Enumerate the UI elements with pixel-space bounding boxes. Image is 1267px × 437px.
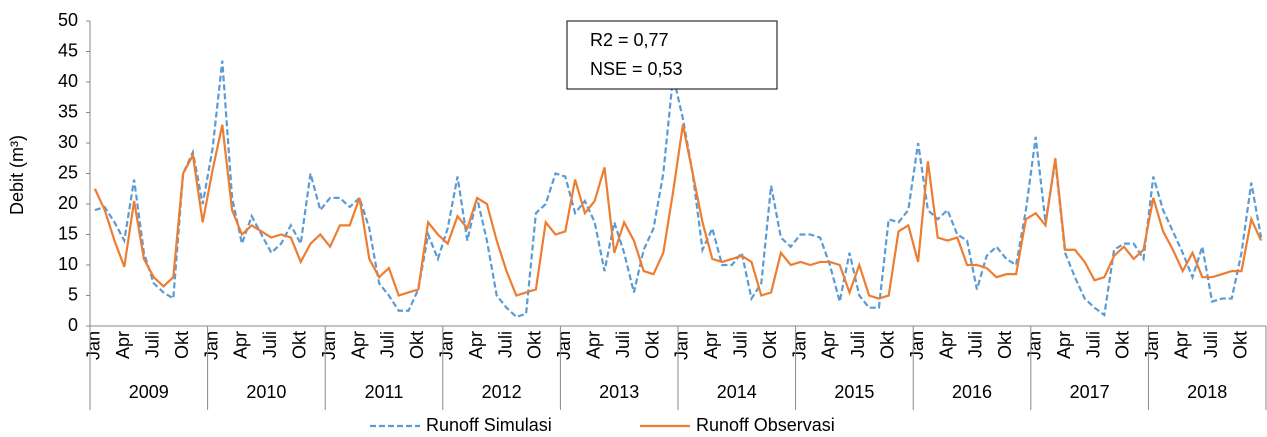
- x-tick-label: Okt: [407, 331, 427, 359]
- legend-label: Runoff Simulasi: [426, 415, 552, 435]
- annotation: NSE = 0,53: [590, 59, 683, 79]
- x-tick-label: Okt: [642, 331, 662, 359]
- x-tick-label: Juli: [730, 331, 750, 358]
- x-tick-label: Apr: [231, 331, 251, 359]
- legend-label: Runoff Observasi: [696, 415, 835, 435]
- x-tick-label: Okt: [1230, 331, 1250, 359]
- y-tick-label: 20: [58, 193, 78, 213]
- x-tick-label: Apr: [936, 331, 956, 359]
- x-tick-label: Apr: [1171, 331, 1191, 359]
- x-tick-label: Jan: [907, 331, 927, 360]
- group-label: 2018: [1187, 382, 1227, 402]
- x-tick-label: Jan: [201, 331, 221, 360]
- x-tick-label: Jan: [84, 331, 104, 360]
- group-label: 2010: [246, 382, 286, 402]
- x-tick-label: Jan: [672, 331, 692, 360]
- x-tick-label: Juli: [613, 331, 633, 358]
- x-tick-label: Apr: [1054, 331, 1074, 359]
- x-tick-label: Jan: [1024, 331, 1044, 360]
- x-tick-label: Apr: [583, 331, 603, 359]
- y-tick-label: 45: [58, 40, 78, 60]
- x-tick-label: Apr: [701, 331, 721, 359]
- y-tick-label: 30: [58, 132, 78, 152]
- group-label: 2012: [482, 382, 522, 402]
- x-tick-label: Jan: [319, 331, 339, 360]
- group-label: 2014: [717, 382, 757, 402]
- x-tick-label: Apr: [113, 331, 133, 359]
- series-line: [94, 60, 1263, 319]
- group-label: 2016: [952, 382, 992, 402]
- x-tick-label: Juli: [1083, 331, 1103, 358]
- x-tick-label: Okt: [289, 331, 309, 359]
- x-tick-label: Okt: [760, 331, 780, 359]
- annotation: R2 = 0,77: [590, 30, 669, 50]
- y-tick-label: 15: [58, 223, 78, 243]
- series-line: [93, 124, 1263, 300]
- y-tick-label: 0: [68, 315, 78, 335]
- y-tick-label: 5: [68, 284, 78, 304]
- y-tick-label: 25: [58, 162, 78, 182]
- y-tick-label: 40: [58, 71, 78, 91]
- x-tick-label: Apr: [819, 331, 839, 359]
- x-tick-label: Juli: [1201, 331, 1221, 358]
- group-label: 2009: [129, 382, 169, 402]
- x-tick-label: Juli: [848, 331, 868, 358]
- y-tick-label: 10: [58, 254, 78, 274]
- y-axis-label: Debit (m³): [7, 135, 27, 215]
- x-tick-label: Jan: [789, 331, 809, 360]
- y-tick-label: 35: [58, 101, 78, 121]
- x-tick-label: Okt: [995, 331, 1015, 359]
- x-tick-label: Juli: [142, 331, 162, 358]
- x-tick-label: Jan: [554, 331, 574, 360]
- x-tick-label: Okt: [172, 331, 192, 359]
- y-tick-label: 50: [58, 10, 78, 30]
- group-label: 2017: [1070, 382, 1110, 402]
- x-tick-label: Juli: [260, 331, 280, 358]
- x-tick-label: Okt: [1113, 331, 1133, 359]
- x-tick-label: Okt: [877, 331, 897, 359]
- x-tick-label: Juli: [966, 331, 986, 358]
- annotation-box: [566, 20, 778, 90]
- x-tick-label: Okt: [525, 331, 545, 359]
- x-tick-label: Apr: [466, 331, 486, 359]
- x-tick-label: Jan: [436, 331, 456, 360]
- x-tick-label: Juli: [378, 331, 398, 358]
- x-tick-label: Jan: [1142, 331, 1162, 360]
- x-tick-label: Apr: [348, 331, 368, 359]
- x-tick-label: Juli: [495, 331, 515, 358]
- group-label: 2015: [834, 382, 874, 402]
- group-label: 2013: [599, 382, 639, 402]
- group-label: 2011: [365, 382, 404, 402]
